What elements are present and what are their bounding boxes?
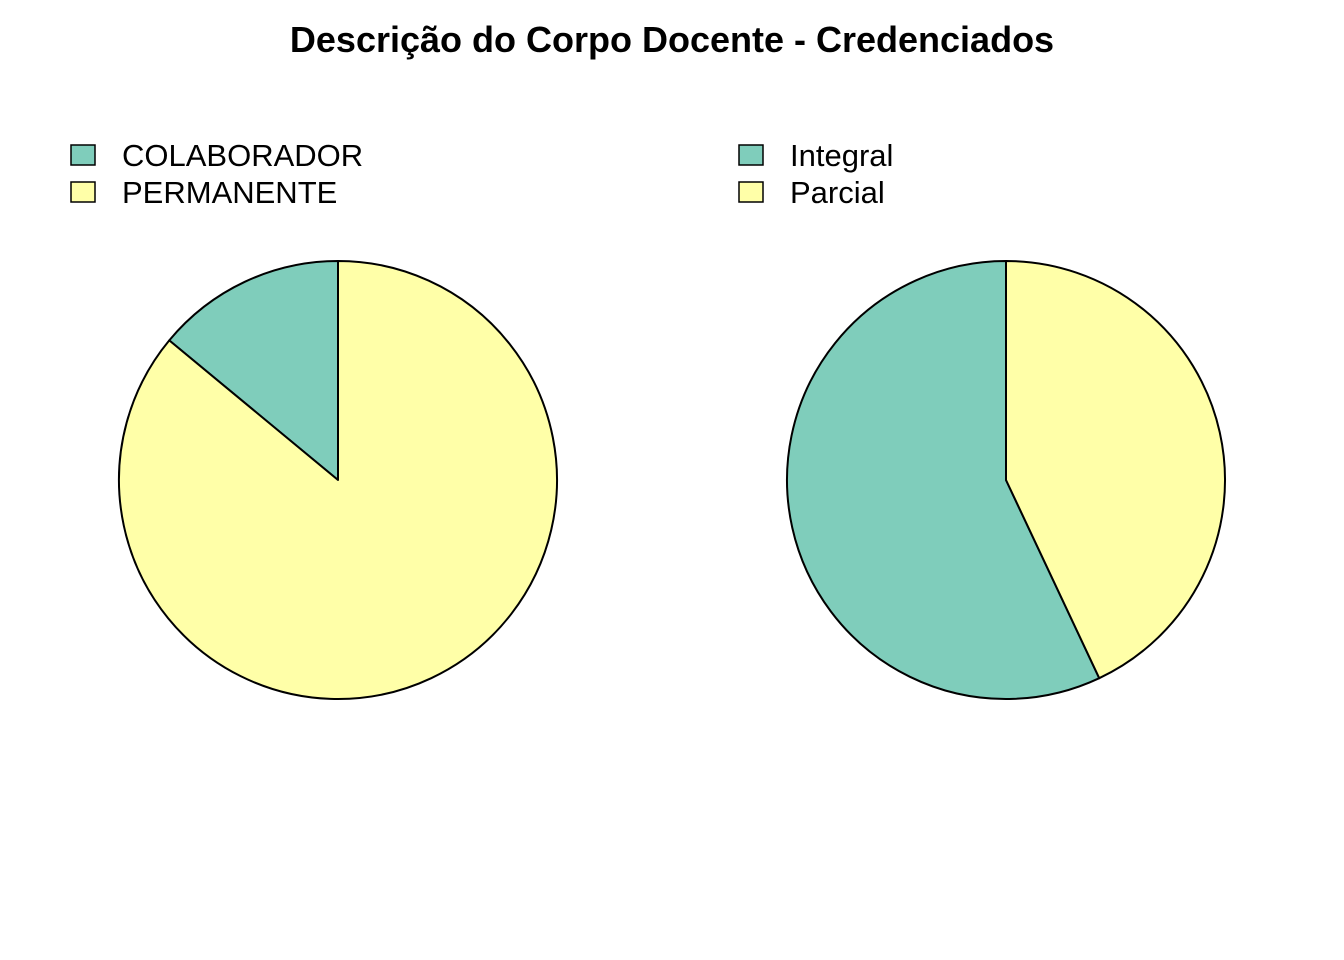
pie-panel-1: Integral Parcial xyxy=(738,138,1227,700)
pie-slices-0 xyxy=(118,260,558,700)
legend-0: COLABORADOR PERMANENTE xyxy=(70,138,363,210)
legend-swatch-1-0 xyxy=(738,144,764,166)
pie-slice-0-permanente xyxy=(118,260,558,700)
legend-label-0-1: PERMANENTE xyxy=(122,175,337,210)
pie-slices-1 xyxy=(786,260,1227,700)
legend-label-1-0: Integral xyxy=(790,138,893,173)
pie-slice-1-integral xyxy=(786,260,1101,700)
pie-slice-0-colaborador xyxy=(168,260,339,481)
legend-1: Integral Parcial xyxy=(738,138,893,210)
legend-swatch-1-1 xyxy=(738,181,764,203)
legend-label-0-0: COLABORADOR xyxy=(122,138,363,173)
pie-slice-1-parcial xyxy=(1005,260,1227,680)
chart-title: Descrição do Corpo Docente - Credenciado… xyxy=(290,19,1054,60)
legend-swatch-0-0 xyxy=(70,144,96,166)
legend-label-1-1: Parcial xyxy=(790,175,885,210)
pie-panel-0: COLABORADOR PERMANENTE xyxy=(70,138,558,700)
legend-swatch-0-1 xyxy=(70,181,96,203)
